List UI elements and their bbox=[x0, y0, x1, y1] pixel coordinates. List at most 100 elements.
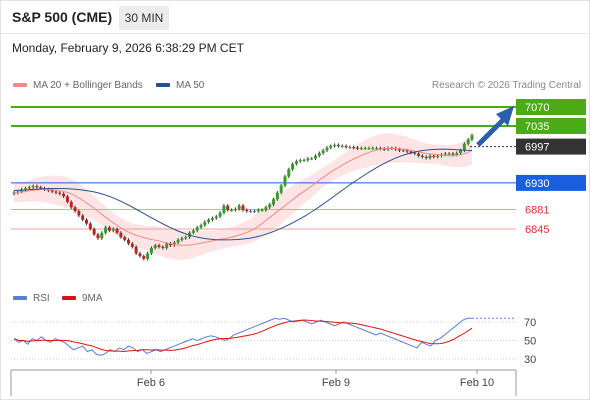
candle-body bbox=[462, 143, 466, 151]
candle-body bbox=[27, 187, 31, 189]
candle-body bbox=[302, 160, 306, 162]
candle-body bbox=[329, 146, 333, 148]
rsi-line bbox=[13, 317, 472, 356]
candle-body bbox=[397, 149, 401, 151]
candle-body bbox=[371, 148, 375, 150]
candle-body bbox=[291, 163, 295, 170]
level-label-7070: 7070 bbox=[525, 102, 549, 114]
level-label-6845: 6845 bbox=[525, 224, 549, 236]
instrument-title: S&P 500 (CME) bbox=[12, 9, 113, 25]
candle-body bbox=[249, 211, 253, 213]
candle-body bbox=[252, 211, 256, 213]
candle-body bbox=[222, 205, 226, 213]
candle-body bbox=[146, 253, 150, 259]
candle-body bbox=[195, 227, 199, 231]
rsi-9ma-line bbox=[13, 319, 473, 353]
candles bbox=[12, 133, 474, 261]
candle-body bbox=[405, 150, 409, 152]
candle-body bbox=[294, 161, 298, 164]
candle-body bbox=[100, 232, 104, 239]
candle-body bbox=[62, 193, 66, 197]
candle-body bbox=[210, 218, 214, 220]
candle-body bbox=[470, 135, 474, 140]
candle-body bbox=[333, 144, 337, 147]
candle-body bbox=[233, 208, 237, 211]
candle-body bbox=[149, 247, 153, 254]
bollinger-label: MA 20 + Bollinger Bands bbox=[33, 80, 143, 91]
candle-body bbox=[428, 155, 432, 158]
rsi-tick-30: 30 bbox=[524, 354, 536, 366]
x-tick-label: Feb 9 bbox=[322, 377, 350, 389]
candle-body bbox=[436, 155, 440, 157]
legend-ma50: MA 50 bbox=[156, 80, 204, 91]
candle-body bbox=[218, 212, 222, 217]
ma9-label: 9MA bbox=[82, 293, 103, 304]
candle-body bbox=[336, 144, 340, 147]
ma9-swatch bbox=[62, 296, 76, 301]
rsi-tick-50: 50 bbox=[524, 336, 536, 348]
ma20-line bbox=[13, 147, 473, 246]
candle-body bbox=[466, 139, 470, 144]
candle-body bbox=[413, 152, 417, 154]
x-axis: Feb 6 Feb 9 Feb 10 bbox=[10, 369, 517, 396]
candle-body bbox=[199, 225, 203, 228]
candle-body bbox=[268, 204, 272, 208]
candle-body bbox=[424, 156, 428, 158]
level-box-7070 bbox=[516, 99, 586, 115]
ma50-swatch bbox=[156, 83, 170, 88]
candle-body bbox=[58, 192, 62, 194]
candle-body bbox=[272, 199, 276, 205]
candle-body bbox=[260, 210, 264, 212]
candle-body bbox=[382, 148, 386, 150]
candle-body bbox=[359, 148, 363, 150]
candle-body bbox=[69, 201, 73, 208]
chart-header: S&P 500 (CME) 30 MIN bbox=[0, 0, 588, 34]
candle-body bbox=[409, 151, 413, 153]
rsi-label: RSI bbox=[33, 293, 50, 304]
timeframe-badge[interactable]: 30 MIN bbox=[119, 6, 169, 30]
candle-body bbox=[23, 188, 27, 190]
candle-body bbox=[130, 243, 134, 247]
candle-body bbox=[275, 192, 279, 200]
research-credit: Research © 2026 Trading Central bbox=[431, 80, 581, 91]
candle-body bbox=[115, 229, 119, 233]
candle-body bbox=[459, 150, 463, 154]
candle-body bbox=[230, 210, 234, 212]
candle-body bbox=[348, 147, 352, 149]
rsi-tick-70: 70 bbox=[524, 317, 536, 329]
candle-body bbox=[123, 237, 127, 240]
candle-body bbox=[161, 246, 165, 248]
candle-body bbox=[96, 234, 100, 239]
candle-body bbox=[104, 227, 108, 233]
candle-body bbox=[432, 155, 436, 157]
candle-body bbox=[35, 186, 39, 188]
candle-body bbox=[180, 238, 184, 240]
candle-body bbox=[88, 223, 92, 229]
candle-body bbox=[12, 192, 16, 194]
legend-rsi: RSI bbox=[13, 293, 50, 304]
level-label-7035: 7035 bbox=[525, 121, 549, 133]
candle-body bbox=[203, 221, 207, 226]
candle-body bbox=[256, 210, 260, 212]
candle-body bbox=[153, 245, 157, 248]
candle-body bbox=[451, 153, 455, 155]
arrow-shaft bbox=[476, 116, 507, 147]
candle-body bbox=[443, 153, 447, 155]
candle-body bbox=[317, 153, 321, 156]
candle-body bbox=[321, 150, 325, 154]
candle-body bbox=[134, 246, 138, 254]
candle-body bbox=[241, 205, 245, 211]
arrow-head bbox=[496, 106, 514, 126]
candle-body bbox=[226, 205, 230, 211]
candle-body bbox=[77, 211, 81, 216]
bollinger-swatch bbox=[13, 83, 27, 88]
ma50-label: MA 50 bbox=[176, 80, 205, 91]
legend-9ma: 9MA bbox=[62, 293, 103, 304]
level-box-6997 bbox=[516, 138, 586, 155]
bollinger-band-area bbox=[14, 133, 472, 261]
candle-body bbox=[264, 207, 268, 211]
candle-body bbox=[214, 216, 218, 219]
candle-body bbox=[176, 239, 180, 243]
level-box-7035 bbox=[516, 117, 586, 134]
